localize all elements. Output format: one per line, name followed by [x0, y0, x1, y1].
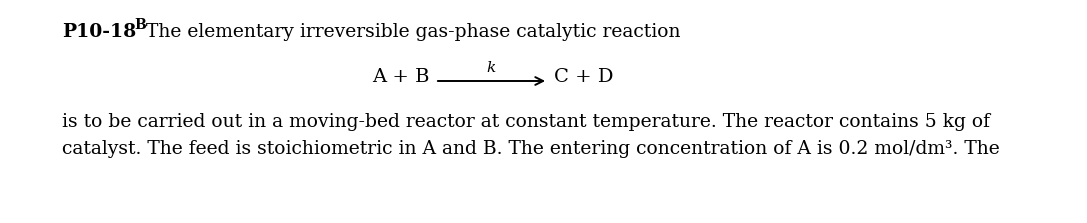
Text: k: k	[486, 61, 496, 75]
Text: P10-18: P10-18	[62, 23, 136, 41]
Text: The elementary irreversible gas-phase catalytic reaction: The elementary irreversible gas-phase ca…	[146, 23, 680, 41]
Text: catalyst. The feed is stoichiometric in A and B. The entering concentration of A: catalyst. The feed is stoichiometric in …	[62, 140, 1000, 158]
Text: B: B	[134, 18, 146, 32]
Text: C + D: C + D	[554, 68, 613, 86]
Text: is to be carried out in a moving-bed reactor at constant temperature. The reacto: is to be carried out in a moving-bed rea…	[62, 113, 990, 131]
Text: A + B: A + B	[373, 68, 430, 86]
